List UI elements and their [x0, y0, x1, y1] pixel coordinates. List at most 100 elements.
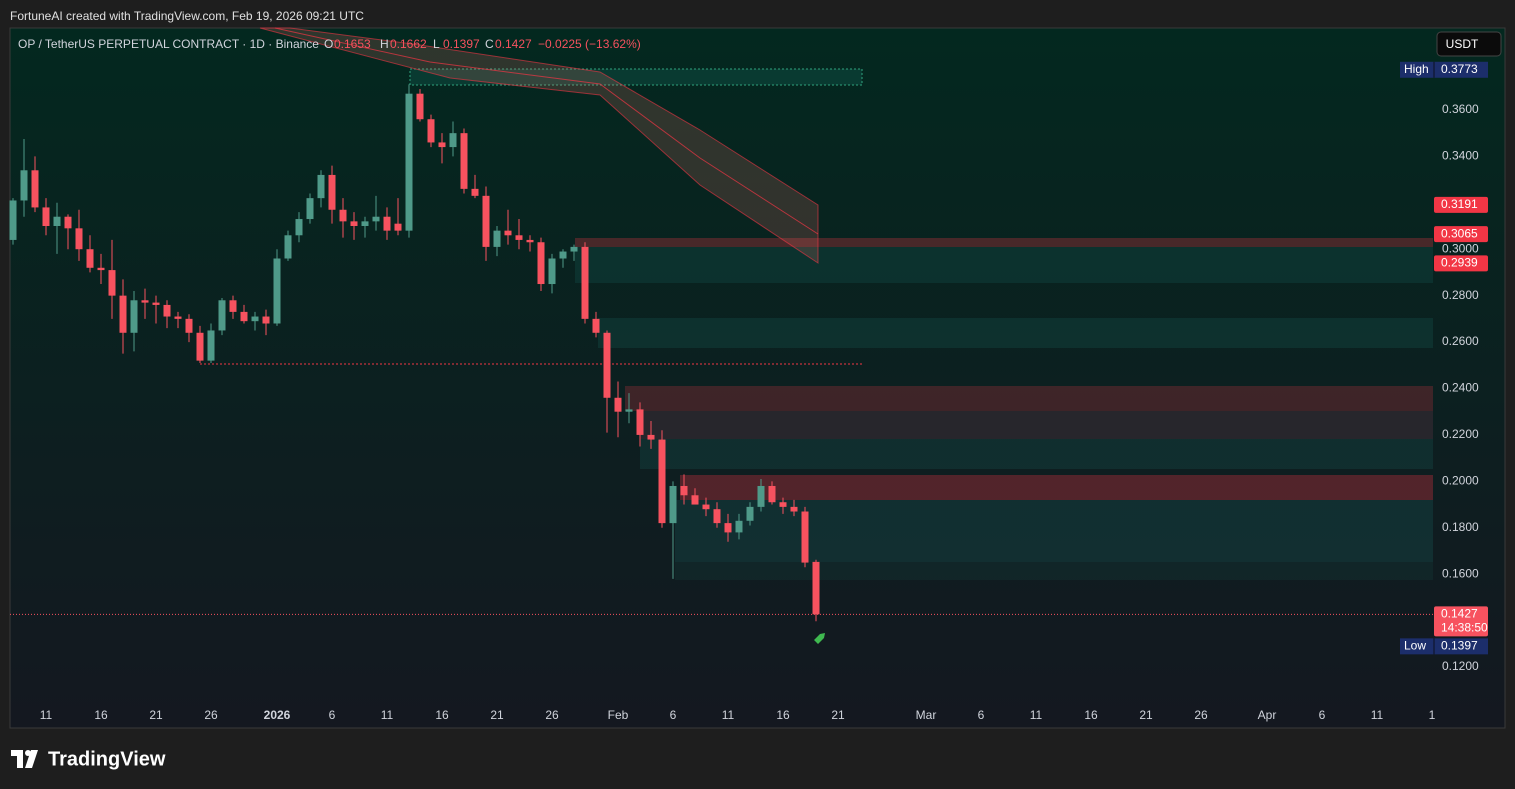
currency-button[interactable]: [1436, 31, 1502, 57]
symbol: OP / TetherUS PERPETUAL CONTRACT · 1D · …: [18, 37, 319, 51]
change: −0.0225 (−13.62%): [538, 37, 641, 51]
candle-body: [64, 216, 72, 229]
candle-body: [724, 523, 732, 533]
price-label: 0.3191: [1441, 197, 1478, 211]
candle-body: [306, 198, 314, 220]
candle-body: [493, 230, 501, 247]
x-tick-label: 16: [776, 708, 790, 722]
price-label: 0.1397: [1441, 639, 1478, 653]
candle-body: [460, 133, 468, 189]
candle-body: [240, 311, 248, 322]
y-tick-label: 0.1800: [1442, 520, 1479, 534]
candle-body: [680, 485, 688, 496]
zone: [680, 475, 1433, 500]
x-tick-label: 1: [1429, 708, 1436, 722]
x-tick-label: Apr: [1258, 708, 1277, 722]
ribbon-line: [274, 27, 819, 235]
candle-body: [75, 228, 83, 250]
candle-body: [614, 397, 622, 412]
zone: [409, 68, 863, 86]
candle-body: [383, 216, 391, 231]
ohlc-value: 0.1427: [495, 37, 532, 51]
candle-body: [471, 188, 479, 196]
candle-body: [108, 270, 116, 296]
candle-body: [53, 216, 61, 227]
y-tick-label: 0.3000: [1442, 241, 1479, 255]
candle-body: [449, 133, 457, 148]
y-tick-label: 0.2600: [1442, 334, 1479, 348]
candle-body: [416, 93, 424, 120]
candle-body: [713, 509, 721, 524]
candle-body: [251, 316, 259, 322]
x-tick-label: 21: [149, 708, 163, 722]
candle-body: [20, 170, 28, 201]
price-tag-box: [1434, 606, 1488, 637]
candle-body: [163, 304, 171, 317]
zone: [625, 386, 1433, 411]
candle-body: [350, 221, 358, 227]
zone: [575, 247, 1433, 283]
x-tick-label: Feb: [608, 708, 629, 722]
candle-body: [328, 174, 336, 210]
candle-body: [295, 219, 303, 236]
ohlc-label: H: [380, 37, 389, 51]
candle-body: [735, 520, 743, 533]
candle-body: [581, 246, 589, 319]
ohlc-label: O: [324, 37, 333, 51]
candle-body: [229, 300, 237, 312]
zones: [200, 68, 1433, 580]
candle-body: [548, 258, 556, 285]
y-tick-label: 0.3600: [1442, 102, 1479, 116]
candle-body: [801, 511, 809, 563]
x-tick-label: 6: [978, 708, 985, 722]
y-tick-label: 0.1200: [1442, 659, 1479, 673]
x-tick-label: 6: [670, 708, 677, 722]
price-tag-label: Low: [1404, 639, 1426, 653]
x-tick-label: 11: [381, 708, 394, 722]
ohlc-value: 0.1397: [443, 37, 480, 51]
attribution: FortuneAI created with TradingView.com, …: [10, 9, 364, 23]
candle-body: [790, 506, 798, 512]
zone: [675, 500, 1433, 562]
zone: [675, 562, 1433, 580]
candle-body: [405, 93, 413, 231]
candle-body: [526, 239, 534, 243]
x-tick-label: 21: [1139, 708, 1153, 722]
currency[interactable]: USDT: [1446, 37, 1479, 51]
ohlc-label: C: [485, 37, 494, 51]
x-tick-label: 26: [204, 708, 218, 722]
candle-body: [570, 246, 578, 252]
candle-body: [262, 316, 270, 324]
x-tick-label: 11: [1030, 708, 1043, 722]
x-tick-label: 11: [722, 708, 735, 722]
x-tick-label: 11: [40, 708, 53, 722]
candle-body: [31, 170, 39, 208]
candle-body: [482, 195, 490, 247]
price-tag-box: [1400, 61, 1488, 78]
ohlc-value: 0.1662: [390, 37, 427, 51]
price-tag-label: High: [1404, 62, 1429, 76]
x-tick-label: 16: [1084, 708, 1098, 722]
candle-body: [702, 504, 710, 510]
candle-body: [779, 502, 787, 507]
candle-body: [42, 207, 50, 227]
zone: [575, 238, 1433, 247]
candle-body: [141, 300, 149, 303]
y-tick-label: 0.3400: [1442, 149, 1479, 163]
candle-body: [438, 142, 446, 148]
ohlc-value: 0.1653: [334, 37, 371, 51]
ribbon-band: [259, 27, 819, 264]
candle-body: [361, 221, 369, 227]
price-label: 0.2939: [1441, 256, 1478, 270]
candle-body: [218, 300, 226, 331]
candle-body: [658, 439, 666, 524]
zone: [640, 411, 1433, 439]
candle-body: [559, 251, 567, 259]
price-countdown: 14:38:50: [1441, 621, 1488, 635]
candle-body: [152, 302, 160, 305]
chart-frame: [9, 27, 1506, 729]
price-label: 0.3773: [1441, 62, 1478, 76]
candle-body: [130, 300, 138, 333]
x-tick-label: 6: [1319, 708, 1326, 722]
